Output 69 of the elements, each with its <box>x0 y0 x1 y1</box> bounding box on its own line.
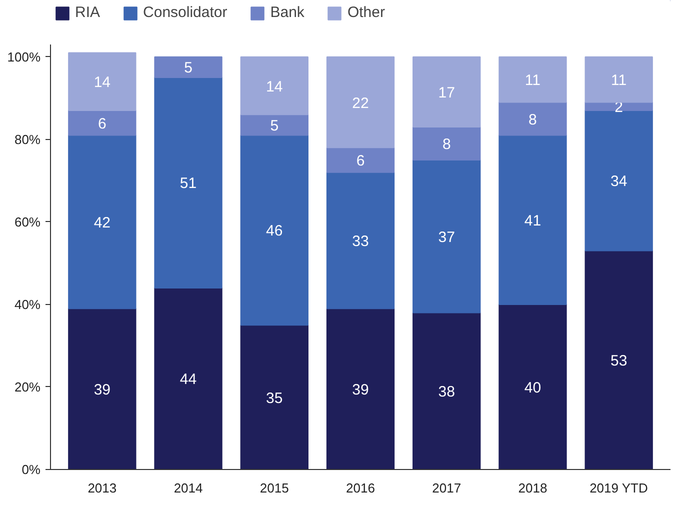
data-label: 38 <box>438 384 455 401</box>
bar <box>412 312 481 470</box>
bar <box>240 134 308 326</box>
bar <box>326 56 395 148</box>
data-label: 5 <box>270 117 279 134</box>
bar <box>584 56 653 103</box>
x-tick-label: 2015 <box>260 480 289 496</box>
x-tick-label: 2017 <box>432 480 462 496</box>
data-label: 14 <box>266 78 283 96</box>
x-tick-label: 2013 <box>88 480 117 496</box>
bar <box>68 308 136 470</box>
y-tick-label: 0% <box>22 462 41 477</box>
data-label: 6 <box>356 152 365 170</box>
data-label: 40 <box>524 379 542 396</box>
bar <box>498 102 567 136</box>
bar <box>498 134 567 305</box>
data-label: 39 <box>94 382 111 399</box>
data-label: 42 <box>94 214 111 232</box>
bar <box>240 324 308 470</box>
data-label: 8 <box>528 111 537 128</box>
y-tick-label: 80% <box>14 132 41 147</box>
bar <box>326 172 395 310</box>
x-tick-label: 2018 <box>518 480 548 496</box>
legend-label: Consolidator <box>143 4 228 21</box>
bar <box>68 134 136 310</box>
bar <box>154 56 222 78</box>
y-tick-label: 40% <box>14 296 41 312</box>
bar <box>326 147 395 173</box>
data-label: 51 <box>180 175 197 192</box>
data-label: 34 <box>610 173 628 190</box>
bar <box>412 56 481 128</box>
data-label: 44 <box>180 371 197 388</box>
x-tick-label: 2019 YTD <box>590 480 648 496</box>
data-label: 39 <box>352 382 369 399</box>
bar <box>240 56 308 116</box>
x-tick-label: 2014 <box>174 480 203 496</box>
bar <box>154 77 222 288</box>
bar <box>498 304 567 470</box>
data-label: 53 <box>610 352 628 370</box>
data-label: 22 <box>352 94 369 112</box>
bar <box>68 110 136 136</box>
data-label: 17 <box>438 84 455 102</box>
legend-label: RIA <box>75 4 100 21</box>
bar <box>326 308 395 470</box>
y-tick-label: 100% <box>7 49 41 64</box>
y-tick-label: 20% <box>14 379 41 394</box>
bar <box>412 126 481 161</box>
data-label: 33 <box>352 232 369 250</box>
data-label: 35 <box>266 390 283 407</box>
x-tick-label: 2016 <box>346 480 375 496</box>
data-label: 46 <box>266 222 283 240</box>
bar <box>240 114 308 136</box>
data-label: 14 <box>94 74 111 92</box>
data-label: 11 <box>611 72 627 90</box>
y-tick-label: 60% <box>14 214 41 230</box>
data-label: 41 <box>524 212 542 230</box>
bar <box>68 52 136 112</box>
legend-label: Other <box>347 4 385 21</box>
data-label: 37 <box>438 228 455 246</box>
bar <box>584 250 653 470</box>
legend-label: Bank <box>270 4 304 21</box>
bar <box>154 287 222 470</box>
bar <box>498 56 567 103</box>
bar <box>584 110 653 252</box>
data-label: 8 <box>442 136 451 154</box>
data-label: 5 <box>184 60 192 77</box>
data-label: 11 <box>524 72 541 90</box>
bar <box>412 160 481 314</box>
data-label: 6 <box>98 115 106 132</box>
